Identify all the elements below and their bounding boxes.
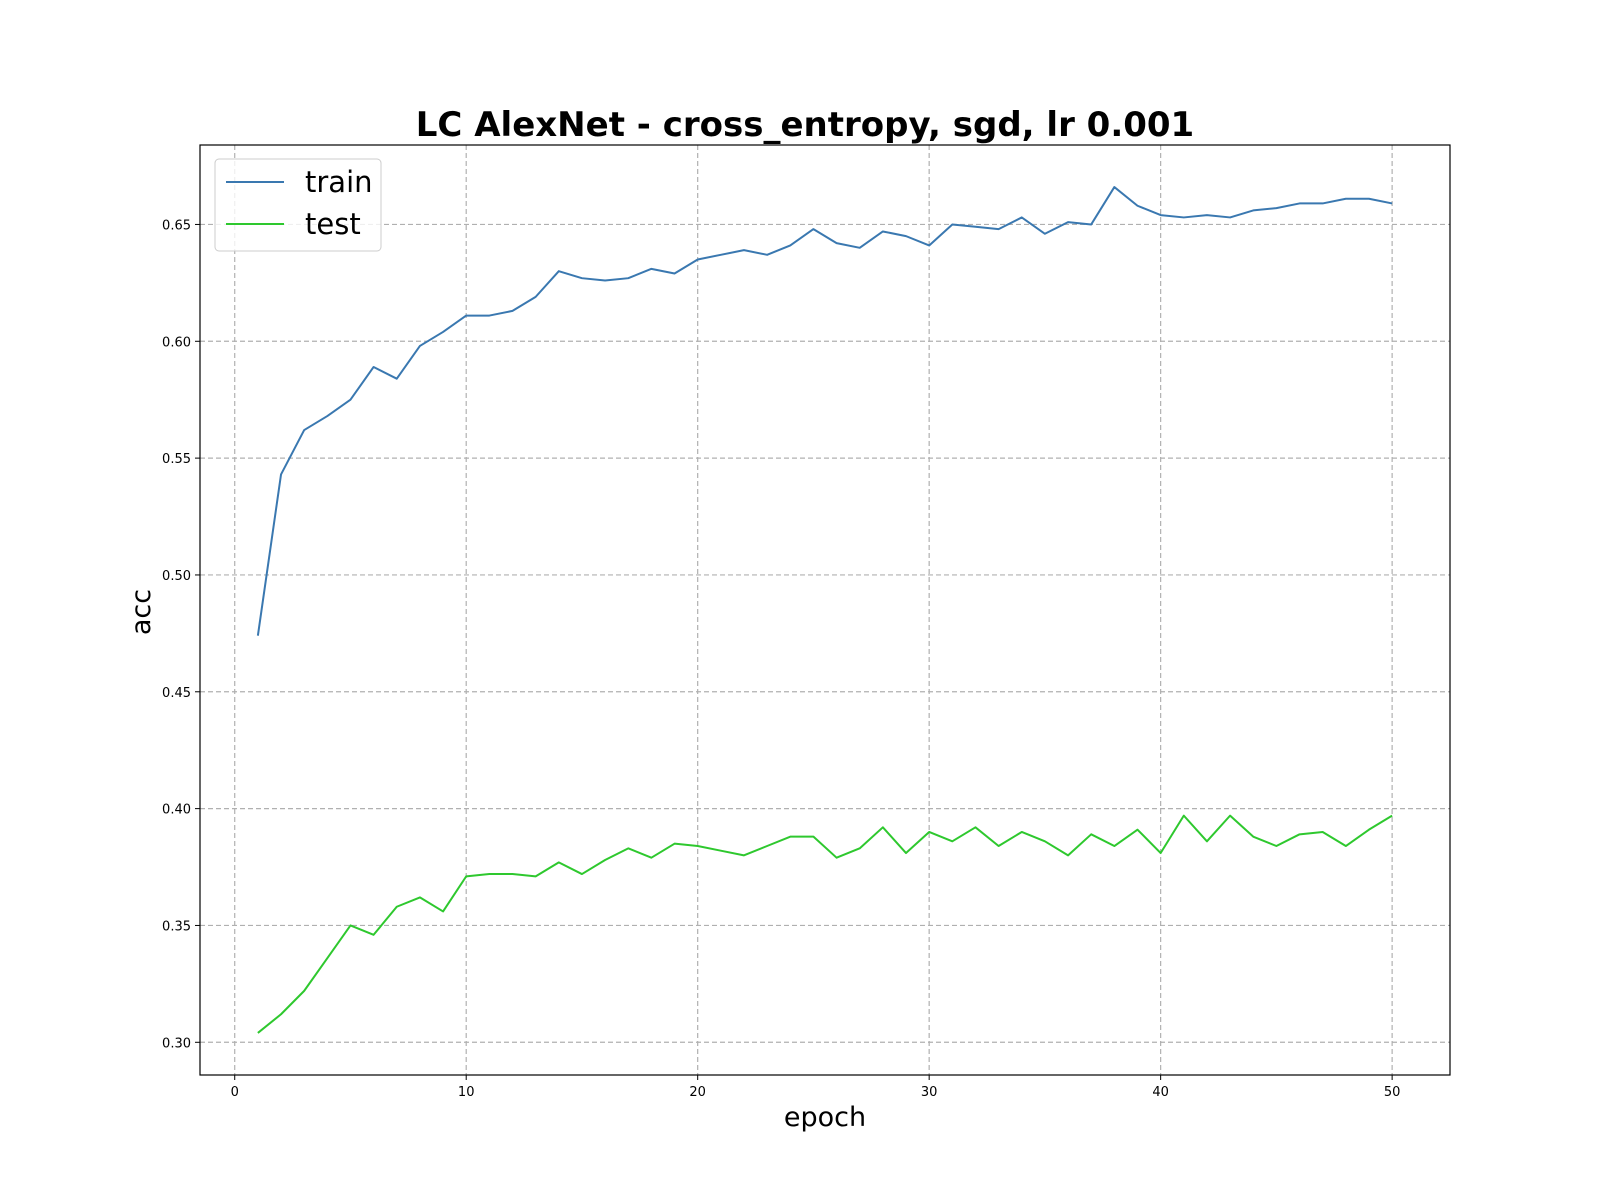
x-axis-ticks: 0 10 20 30 40 50 <box>231 1075 1401 1100</box>
y-tick-label: 0.65 <box>162 218 191 233</box>
y-tick-label: 0.35 <box>162 919 191 934</box>
y-tick-label: 0.30 <box>162 1036 191 1051</box>
x-tick-label: 0 <box>231 1085 239 1100</box>
y-tick-label: 0.45 <box>162 686 191 701</box>
x-tick-label: 40 <box>1152 1085 1169 1100</box>
legend-label-train: train <box>305 165 373 199</box>
x-tick-label: 10 <box>458 1085 475 1100</box>
y-axis-ticks: 0.30 0.35 0.40 0.45 0.50 0.55 0.60 0.65 <box>162 218 200 1051</box>
x-axis-label: epoch <box>784 1102 866 1133</box>
chart-title: LC AlexNet - cross_entropy, sgd, lr 0.00… <box>416 105 1194 145</box>
y-tick-label: 0.50 <box>162 569 191 584</box>
y-axis-label: acc <box>126 589 157 635</box>
y-tick-label: 0.60 <box>162 335 191 350</box>
x-tick-label: 20 <box>689 1085 706 1100</box>
x-tick-label: 30 <box>921 1085 938 1100</box>
x-tick-label: 50 <box>1384 1085 1401 1100</box>
y-tick-label: 0.55 <box>162 452 191 467</box>
series-line-test <box>257 814 1393 1034</box>
y-tick-label: 0.40 <box>162 803 191 818</box>
legend: train test <box>214 158 382 252</box>
series-line-train <box>256 186 1393 636</box>
grid-lines <box>200 145 1450 1075</box>
plot-frame <box>199 144 1451 1076</box>
legend-label-test: test <box>305 207 361 241</box>
series-layer <box>256 186 1393 1034</box>
